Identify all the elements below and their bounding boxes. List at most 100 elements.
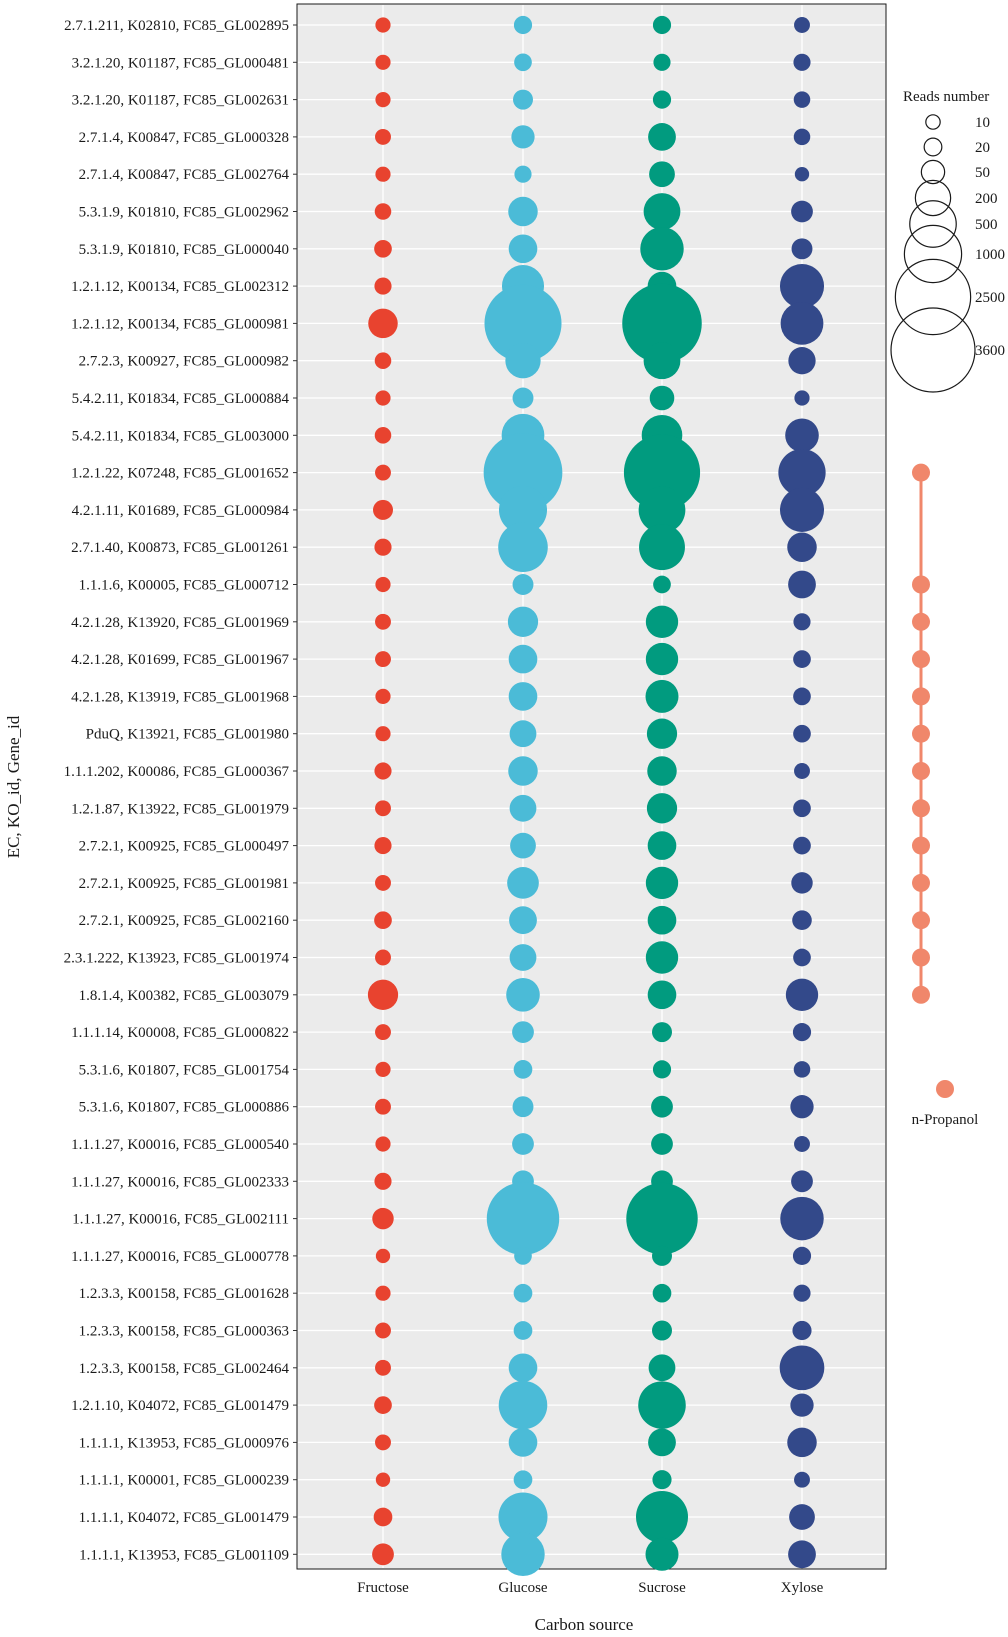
- bubble-fructose: [375, 464, 391, 481]
- bubble-fructose: [375, 1434, 391, 1451]
- y-tick-label: 5.3.1.6, K01807, FC85_GL001754: [79, 1062, 290, 1078]
- bubble-fructose: [375, 390, 391, 406]
- bubble-fructose: [375, 1136, 391, 1152]
- y-tick-label: 5.4.2.11, K01834, FC85_GL000884: [72, 391, 290, 407]
- x-tick-xylose: Xylose: [781, 1580, 824, 1596]
- bubble-glucose: [514, 53, 532, 72]
- y-tick-label: 1.2.1.87, K13922, FC85_GL001979: [71, 801, 289, 817]
- bubble-sucrose: [652, 15, 672, 35]
- size-legend-key: [894, 258, 972, 336]
- bubble-xylose: [793, 128, 811, 146]
- bubble-glucose: [506, 978, 540, 1012]
- bubble-glucose: [512, 574, 534, 595]
- pathway-point: [912, 463, 930, 482]
- pathway-point: [912, 575, 930, 594]
- bubble-xylose: [790, 1393, 814, 1417]
- bubble-fructose: [375, 17, 391, 33]
- bubble-sucrose: [651, 1095, 673, 1118]
- y-tick-label: 1.2.3.3, K00158, FC85_GL000363: [79, 1324, 289, 1340]
- size-legend-key: [914, 179, 952, 217]
- size-legend-title: Reads number: [903, 89, 989, 105]
- bubble-sucrose: [646, 718, 678, 749]
- bubble-xylose: [794, 1471, 810, 1488]
- pathway-point: [912, 873, 930, 892]
- y-tick-label: 1.1.1.14, K00008, FC85_GL000822: [71, 1025, 289, 1041]
- size-legend: 10 20 50 200 500 1000 2500 3600: [890, 114, 1005, 393]
- bubble-fructose: [375, 1248, 391, 1264]
- bubble-fructose: [367, 979, 399, 1010]
- bubble-xylose: [792, 1023, 812, 1042]
- data-points: [367, 15, 826, 1577]
- bubble-glucose: [512, 387, 534, 409]
- bubble-glucose: [498, 1492, 548, 1542]
- bubble-sucrose: [652, 1245, 672, 1266]
- bubble-xylose: [788, 1540, 816, 1569]
- y-tick-label: 1.2.1.10, K04072, FC85_GL001479: [71, 1398, 289, 1414]
- bubble-xylose: [793, 91, 811, 108]
- bubble-glucose: [513, 89, 533, 110]
- bubble-sucrose: [649, 385, 675, 411]
- y-tick-label: 2.7.1.40, K00873, FC85_GL001261: [71, 540, 289, 556]
- bubble-xylose: [789, 1504, 815, 1530]
- bubble-fructose: [375, 576, 391, 593]
- pathway-track: [912, 463, 930, 1004]
- pathway-point: [912, 687, 930, 706]
- bubble-glucose: [507, 867, 539, 899]
- y-tick-label: 1.1.1.27, K00016, FC85_GL000540: [71, 1137, 289, 1153]
- bubble-fructose: [375, 1024, 391, 1041]
- bubble-glucose: [498, 1380, 548, 1430]
- y-tick-label: 2.7.1.4, K00847, FC85_GL002764: [79, 167, 290, 183]
- size-legend-label: 50: [975, 165, 990, 181]
- bubble-fructose: [374, 352, 392, 369]
- bubble-glucose: [508, 644, 538, 674]
- y-tick-label: 4.2.1.28, K13919, FC85_GL001968: [71, 689, 289, 705]
- bubble-sucrose: [626, 1182, 698, 1255]
- bubble-fructose: [375, 874, 391, 891]
- y-tick-label: 1.1.1.1, K00001, FC85_GL000239: [79, 1473, 289, 1489]
- pathway-point: [912, 762, 930, 780]
- bubble-xylose: [793, 687, 811, 706]
- bubble-fructose: [375, 1098, 391, 1115]
- pathway-point: [912, 612, 930, 631]
- y-tick-label: 5.3.1.9, K01810, FC85_GL000040: [79, 242, 289, 258]
- bubble-xylose: [793, 613, 811, 631]
- bubble-xylose: [794, 167, 810, 182]
- bubble-fructose: [375, 949, 391, 966]
- y-tick-label: 2.7.2.1, K00925, FC85_GL001981: [79, 876, 289, 892]
- bubble-glucose: [508, 196, 538, 227]
- bubble-xylose: [785, 418, 819, 453]
- y-tick-label: 2.7.1.4, K00847, FC85_GL000328: [79, 130, 289, 146]
- bubble-sucrose: [639, 524, 685, 571]
- bubble-fructose: [374, 1396, 392, 1414]
- bubble-glucose: [514, 165, 532, 183]
- bubble-glucose: [513, 1321, 533, 1340]
- bubble-xylose: [787, 532, 817, 562]
- bubble-fructose: [375, 613, 391, 630]
- bubble-fructose: [375, 1061, 391, 1077]
- bubble-glucose: [508, 1353, 538, 1383]
- bubble-xylose: [793, 53, 811, 71]
- y-tick-label: 1.1.1.1, K13953, FC85_GL001109: [79, 1547, 289, 1563]
- bubble-xylose: [788, 570, 816, 599]
- y-tick-label: 1.2.1.12, K00134, FC85_GL002312: [71, 279, 289, 295]
- bubble-sucrose: [623, 434, 701, 511]
- y-tick-label: 4.2.1.28, K13920, FC85_GL001969: [71, 615, 289, 631]
- size-legend-label: 1000: [975, 247, 1005, 263]
- bubble-sucrose: [652, 1283, 672, 1303]
- y-tick-label: 2.7.1.211, K02810, FC85_GL002895: [64, 18, 289, 34]
- bubble-sucrose: [652, 90, 672, 109]
- pathway-point: [912, 948, 930, 967]
- size-legend-key: [925, 114, 941, 130]
- x-tick-sucrose: Sucrose: [638, 1580, 686, 1596]
- bubble-sucrose: [647, 756, 677, 786]
- y-tick-label: 1.1.1.1, K13953, FC85_GL000976: [79, 1435, 290, 1451]
- y-tick-label: 2.7.2.1, K00925, FC85_GL002160: [79, 913, 289, 929]
- size-legend-key: [909, 200, 957, 248]
- bubble-fructose: [374, 762, 392, 780]
- y-axis-title: EC, KO_id, Gene_id: [4, 715, 23, 858]
- bubble-fructose: [375, 726, 391, 742]
- bubble-sucrose: [647, 905, 677, 935]
- y-tick-label: 1.8.1.4, K00382, FC85_GL003079: [79, 988, 289, 1004]
- bubble-glucose: [501, 1532, 545, 1577]
